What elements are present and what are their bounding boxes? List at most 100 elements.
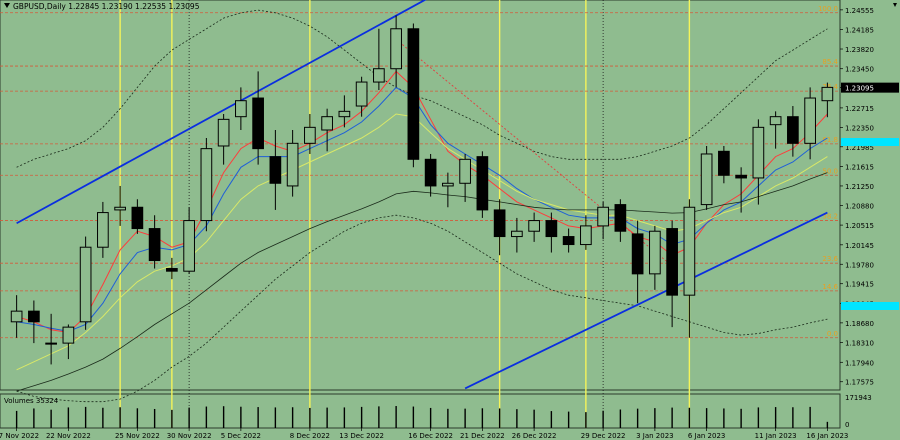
candle-body: [304, 126, 316, 144]
volume-frame: [0, 393, 841, 429]
candle-body: [148, 228, 161, 262]
candle-body: [252, 97, 264, 150]
candle-body: [787, 116, 799, 144]
candle-body: [752, 126, 765, 179]
date-label-14: 16 Jan 2023: [806, 432, 848, 440]
date-label-0: 17 Nov 2022: [0, 432, 39, 440]
price-label-6: 1.22350: [845, 124, 874, 132]
date-label-11: 3 Jan 2023: [636, 432, 674, 440]
candle-body: [493, 209, 506, 238]
candle-body: [373, 68, 385, 83]
price-label-14: 1.19415: [845, 281, 874, 289]
price-label-11: 1.20515: [845, 222, 874, 230]
candle-body: [183, 220, 195, 272]
date-label-12: 6 Jan 2023: [688, 432, 726, 440]
date-label-7: 16 Dec 2022: [408, 432, 453, 440]
fib-label-7: 14.6: [822, 283, 838, 291]
cyan-level-marker: [841, 302, 899, 310]
candle-body: [200, 148, 213, 222]
candle-body: [511, 230, 523, 238]
chart-header: GBPUSD,Daily 1.22845 1.23190 1.22535 1.2…: [13, 2, 200, 11]
fib-label-5: 38.2: [822, 213, 838, 221]
candle-body: [338, 110, 351, 118]
fib-label-1: 85.4: [822, 58, 838, 66]
candle-body: [442, 182, 454, 187]
price-label-8: 1.21615: [845, 163, 874, 171]
candle-body: [217, 118, 230, 147]
price-label-0: 1.24555: [845, 7, 874, 15]
volume-axis-zero: 0: [845, 421, 849, 429]
fib-label-0: 100.0: [818, 5, 838, 13]
plot-frame: [0, 0, 841, 391]
candle-body: [97, 212, 109, 248]
price-label-17: 1.18310: [845, 340, 874, 348]
price-label-1: 1.24185: [845, 27, 874, 35]
candle-body: [459, 158, 471, 184]
trendline-1: [464, 211, 828, 390]
current-price-marker: [841, 82, 899, 93]
candle-body: [166, 268, 178, 272]
candle-body: [286, 142, 299, 187]
fib-label-3: 61.8: [822, 136, 838, 144]
volume-axis-max: 171943: [845, 394, 872, 402]
candle-body: [528, 220, 540, 232]
candle-body: [424, 158, 437, 187]
date-label-3: 30 Nov 2022: [167, 432, 212, 440]
candle-body: [79, 246, 92, 323]
bollinger-upper: [16, 9, 828, 168]
volume-indicator-label: Volumes 35324: [4, 397, 59, 405]
candle-body: [45, 342, 57, 345]
candle-body: [476, 156, 489, 211]
candle-body: [28, 310, 40, 323]
candle-body: [804, 97, 816, 144]
candle-body: [321, 116, 333, 131]
candle-body: [131, 206, 144, 230]
candle-body: [407, 28, 420, 160]
candle-body: [666, 228, 678, 296]
candle-body: [649, 230, 661, 275]
scroll-marker-icon: [893, 3, 897, 7]
candle-body: [683, 206, 696, 296]
date-label-4: 5 Dec 2022: [221, 432, 261, 440]
price-label-3: 1.23450: [845, 66, 874, 74]
fib-label-6: 23.6: [822, 255, 838, 263]
candle-body: [580, 225, 592, 246]
price-label-2: 1.23820: [845, 46, 874, 54]
price-label-10: 1.20880: [845, 203, 874, 211]
candle-body: [235, 100, 247, 118]
price-label-9: 1.21250: [845, 183, 874, 191]
chart-dropdown-icon: [4, 3, 10, 8]
price-label-13: 1.19780: [845, 261, 874, 269]
fib-label-4: 50.0: [822, 167, 838, 175]
price-label-16: 1.18680: [845, 320, 874, 328]
bollinger-lower: [16, 214, 828, 403]
date-label-13: 11 Jan 2023: [755, 432, 797, 440]
candle-body: [821, 86, 834, 102]
trendline-0: [16, 0, 427, 225]
candle-body: [355, 81, 368, 107]
date-label-9: 26 Dec 2022: [512, 432, 557, 440]
candle-body: [614, 204, 627, 232]
candle-body: [545, 220, 558, 238]
date-label-2: 25 Nov 2022: [115, 432, 160, 440]
price-label-5: 1.22715: [845, 105, 874, 113]
price-label-18: 1.17940: [845, 359, 874, 367]
candle-body: [769, 116, 782, 126]
candle-body: [700, 153, 713, 206]
candle-body: [62, 326, 75, 344]
date-label-6: 13 Dec 2022: [339, 432, 384, 440]
price-label-19: 1.17575: [845, 379, 874, 387]
candle-body: [718, 150, 730, 176]
cyan-level-marker: [841, 138, 899, 146]
candle-body: [631, 233, 644, 275]
price-label-12: 1.20145: [845, 242, 874, 250]
candle-body: [269, 156, 282, 184]
date-label-8: 21 Dec 2022: [460, 432, 505, 440]
candle-body: [597, 206, 609, 227]
candle-body: [10, 310, 23, 323]
date-label-5: 8 Dec 2022: [290, 432, 330, 440]
candle-body: [390, 28, 402, 70]
price-label-7: 1.21985: [845, 144, 874, 152]
